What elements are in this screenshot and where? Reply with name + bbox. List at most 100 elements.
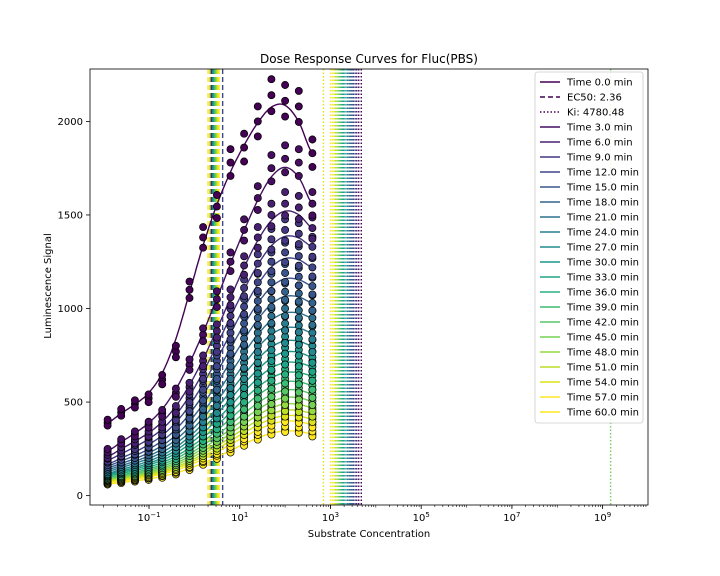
legend-label: Time 3.0 min (566, 123, 633, 134)
legend-label: Time 12.0 min (566, 168, 639, 179)
data-point (253, 250, 262, 259)
data-point (281, 269, 290, 277)
y-axis: 0 500 1000 1500 2000 (58, 117, 90, 502)
x-tick-label: 101 (231, 511, 248, 524)
data-point (253, 102, 262, 111)
data-point (103, 415, 112, 424)
fit-curve (107, 430, 313, 485)
data-point (185, 378, 194, 387)
data-point (158, 380, 167, 389)
data-point (117, 405, 126, 413)
data-point (308, 347, 317, 356)
data-point (308, 211, 317, 220)
data-point (281, 141, 290, 150)
data-point (294, 203, 303, 212)
fit-curve (107, 210, 313, 457)
data-point (308, 298, 317, 307)
data-point (199, 405, 208, 414)
data-point (267, 91, 276, 100)
data-point (240, 302, 249, 311)
data-point (185, 294, 194, 302)
data-point (130, 403, 139, 412)
fit-curve (107, 166, 313, 452)
x-axis: 10−1 101 103 105 107 109 (103, 505, 647, 524)
data-point (185, 355, 194, 364)
data-point (308, 321, 317, 329)
data-point (281, 236, 290, 245)
data-point (212, 327, 221, 335)
data-point (240, 374, 249, 383)
data-point (226, 312, 235, 320)
data-point (294, 351, 303, 360)
x-tick-label: 109 (594, 511, 611, 524)
legend-label: Time 45.0 min (566, 333, 639, 344)
data-point (281, 360, 290, 369)
data-point (308, 376, 317, 385)
data-point (281, 304, 290, 313)
legend-label: Time 21.0 min (566, 213, 639, 224)
data-point (253, 194, 262, 203)
fit-curve (107, 326, 313, 472)
legend-label: Time 54.0 min (566, 378, 639, 389)
data-point (226, 398, 235, 407)
data-point (281, 225, 290, 234)
data-point (294, 321, 303, 330)
x-tick-label: 103 (322, 511, 339, 524)
chart-title: Dose Response Curves for Fluc(PBS) (260, 52, 478, 66)
data-point (212, 303, 221, 311)
data-point (212, 374, 221, 383)
data-point (253, 328, 262, 337)
data-point (226, 319, 235, 328)
data-point (240, 252, 249, 261)
data-point (253, 347, 262, 356)
data-point (267, 211, 276, 219)
data-point (294, 395, 303, 404)
data-point (281, 199, 290, 208)
y-tick-label: 1500 (58, 210, 83, 221)
fit-curve (107, 388, 313, 480)
data-point (281, 168, 290, 177)
data-point (267, 222, 276, 231)
legend-label: Time 30.0 min (566, 258, 639, 269)
data-point (294, 86, 303, 95)
data-point (281, 211, 290, 220)
data-point (212, 347, 221, 356)
data-point (144, 398, 153, 407)
data-point (308, 393, 317, 402)
data-point (267, 384, 276, 393)
data-point (212, 320, 221, 329)
data-point (253, 259, 262, 268)
fit-curve (107, 277, 313, 467)
data-point (240, 283, 249, 292)
fit-curve (107, 294, 313, 469)
data-point (240, 236, 249, 245)
data-point (253, 278, 262, 287)
data-point (171, 341, 180, 350)
data-point (294, 215, 303, 223)
data-point (294, 281, 303, 290)
data-point (171, 384, 180, 393)
data-point (253, 378, 262, 387)
data-point (267, 333, 276, 342)
fit-curve (107, 414, 313, 483)
data-point (267, 107, 276, 116)
data-point (226, 328, 235, 337)
fit-curve (107, 103, 313, 424)
data-point (308, 242, 317, 251)
data-point (199, 396, 208, 405)
data-point (226, 335, 235, 344)
data-point (226, 362, 235, 371)
data-point (294, 388, 303, 397)
legend-label: Time 33.0 min (566, 273, 639, 284)
legend-label: Time 24.0 min (566, 228, 639, 239)
legend-label: Time 6.0 min (566, 138, 633, 149)
data-point (144, 417, 153, 426)
data-point (267, 303, 276, 311)
data-point (212, 401, 221, 410)
data-point (281, 339, 290, 347)
data-point (281, 258, 290, 267)
data-point (240, 326, 249, 335)
data-point (240, 364, 249, 373)
fit-curve (107, 235, 313, 461)
data-point (308, 272, 317, 281)
